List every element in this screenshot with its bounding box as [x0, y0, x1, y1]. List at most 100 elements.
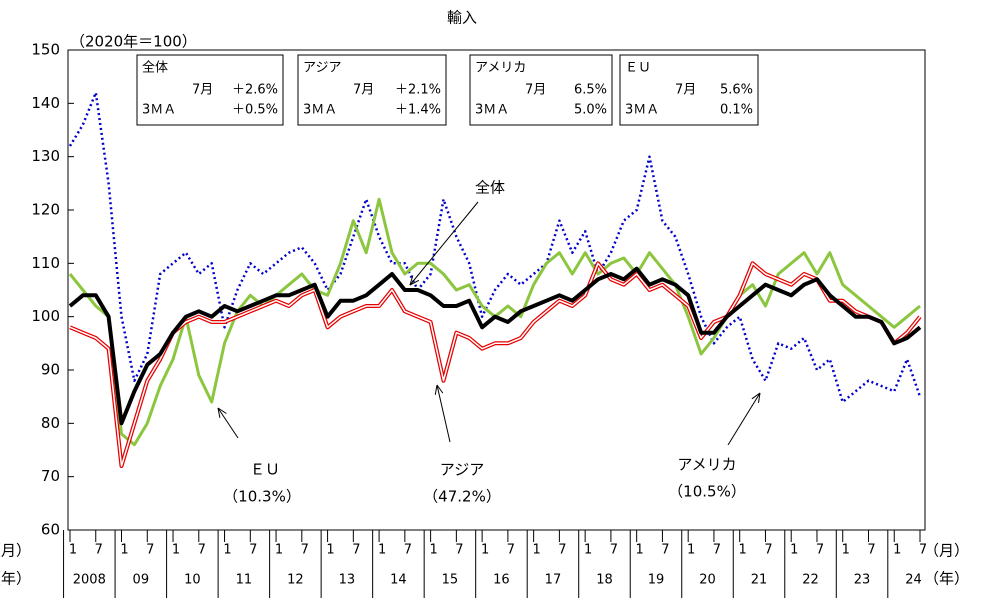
info-box-title: アジア — [303, 61, 341, 76]
x-tick-label: 7 — [455, 543, 463, 558]
callout-arrow — [727, 392, 761, 446]
y-tick-label: 60 — [41, 521, 60, 539]
x-tick-label: 7 — [919, 543, 927, 558]
info-box-value: 6.5% — [574, 83, 607, 98]
x-tick-label: 1 — [790, 543, 798, 558]
y-tick-label: 70 — [41, 467, 60, 485]
series-line — [68, 91, 922, 404]
callout-arrow-head — [751, 392, 761, 400]
y-axis-label: （2020年＝100） — [70, 33, 197, 51]
x-tick-label: 7 — [146, 543, 154, 558]
callout-arrow-head — [217, 407, 227, 414]
x-tick-label: 7 — [352, 543, 360, 558]
info-box — [136, 54, 284, 126]
year-label: 22 — [802, 573, 819, 588]
info-box-key: 3ＭＡ — [475, 103, 509, 118]
x-tick-label: 1 — [69, 543, 77, 558]
year-label: 2008 — [73, 573, 106, 588]
x-tick-label: 1 — [893, 543, 901, 558]
plot-frame — [67, 49, 926, 531]
callout-label: ＥＵ — [250, 461, 280, 479]
y-tick-label: 100 — [31, 307, 60, 325]
x-tick-label: 1 — [636, 543, 644, 558]
callout-share: （10.3%） — [223, 488, 301, 506]
info-box-value: 5.6% — [720, 83, 753, 98]
callout-arrow-head — [436, 384, 444, 394]
x-unit-month: （月） — [924, 542, 969, 560]
callout-arrow — [409, 201, 479, 286]
x-tick-label: 7 — [867, 543, 875, 558]
info-box-key: 7月 — [192, 83, 213, 98]
info-box — [619, 54, 759, 126]
info-box-title: 全体 — [142, 60, 168, 76]
year-label: 21 — [751, 573, 768, 588]
series-line — [68, 197, 921, 447]
callout-arrow — [217, 407, 239, 439]
info-box-value: ＋1.4% — [395, 103, 441, 118]
x-tick-label: 7 — [95, 543, 103, 558]
year-label: 23 — [854, 573, 871, 588]
info-box-title: アメリカ — [475, 61, 526, 76]
x-tick-label: 7 — [764, 543, 772, 558]
x-tick-label: 7 — [558, 543, 566, 558]
year-label: 17 — [545, 573, 562, 588]
x-unit-year: （年） — [924, 570, 969, 588]
callout-label: 全体 — [475, 179, 505, 197]
series-line-inner — [69, 262, 921, 467]
info-box-key: 7月 — [675, 83, 696, 98]
x-tick-label: 1 — [172, 543, 180, 558]
x-tick-label: 1 — [532, 543, 540, 558]
callout-arrow-head — [434, 384, 438, 395]
callout-label: アジア — [440, 461, 484, 479]
x-tick-label: 1 — [326, 543, 334, 558]
info-box — [469, 54, 613, 126]
info-box-title: ＥＵ — [625, 61, 651, 76]
callout-arrow-head — [409, 279, 420, 286]
x-tick-label: 1 — [481, 543, 489, 558]
info-box-value: ＋0.5% — [232, 103, 278, 118]
x-tick-label: 1 — [687, 543, 695, 558]
year-label: 15 — [442, 573, 459, 588]
year-label: 24 — [905, 573, 922, 588]
callout-arrow-head — [757, 392, 761, 403]
y-tick-label: 80 — [41, 414, 60, 432]
callout-arrow-head — [217, 407, 221, 418]
info-box-value: 0.1% — [720, 103, 753, 118]
year-label: 12 — [287, 573, 304, 588]
x-tick-label: 7 — [661, 543, 669, 558]
info-box-key: 7月 — [525, 83, 546, 98]
info-box-value: ＋2.1% — [395, 83, 441, 98]
callout-arrow-head — [409, 275, 414, 286]
callout-label: アメリカ — [677, 456, 736, 474]
year-label: 18 — [596, 573, 613, 588]
y-tick-label: 130 — [31, 147, 60, 165]
x-tick-label: 7 — [507, 543, 515, 558]
x-tick-label: 7 — [713, 543, 721, 558]
x-tick-label: 1 — [842, 543, 850, 558]
x-tick-label: 1 — [739, 543, 747, 558]
year-label: 16 — [493, 573, 510, 588]
info-box-value: 5.0% — [574, 103, 607, 118]
info-box-value: ＋2.6% — [232, 83, 278, 98]
x-tick-label: 7 — [301, 543, 309, 558]
info-box-key: 3ＭＡ — [625, 103, 659, 118]
info-box-key: 3ＭＡ — [303, 103, 337, 118]
callout-share: （10.5%） — [668, 483, 746, 501]
series-line — [68, 266, 922, 426]
info-box-key: 7月 — [353, 83, 374, 98]
info-box-key: 3ＭＡ — [142, 103, 176, 118]
x-tick-label: 1 — [275, 543, 283, 558]
year-label: 20 — [699, 573, 716, 588]
callout-arrow — [436, 384, 451, 443]
x-tick-label: 1 — [429, 543, 437, 558]
x-tick-label: 1 — [223, 543, 231, 558]
year-label: 14 — [390, 573, 407, 588]
x-tick-label: 7 — [404, 543, 412, 558]
x-tick-label: 1 — [584, 543, 592, 558]
x-tick-label: 1 — [120, 543, 128, 558]
callout-share: （47.2%） — [423, 488, 501, 506]
year-label: 11 — [236, 573, 253, 588]
y-tick-label: 90 — [41, 361, 60, 379]
year-label: 19 — [648, 573, 665, 588]
x-tick-label: 7 — [610, 543, 618, 558]
